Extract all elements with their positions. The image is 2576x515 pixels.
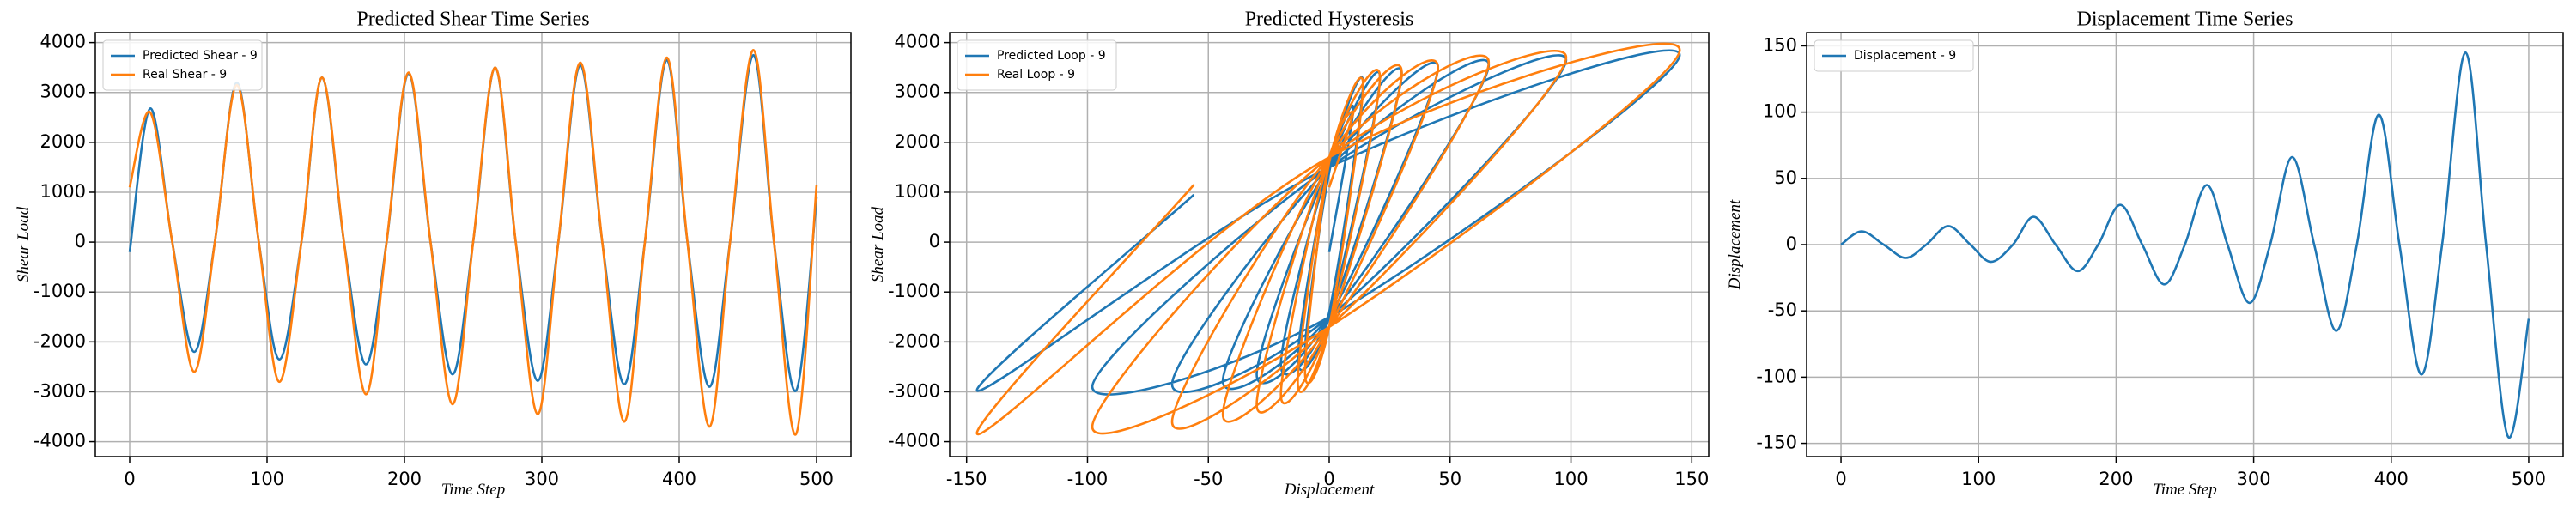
series-line: [128, 49, 818, 436]
x-axis-label: Time Step: [2153, 481, 2216, 499]
legend-label: Predicted Loop - 9: [997, 49, 1106, 63]
legend-box: [102, 39, 263, 91]
y-axis-label: Displacement: [1726, 199, 1744, 290]
y-tick-label: -2000: [888, 330, 940, 351]
series-line: [1840, 51, 2530, 439]
y-tick-label: -4000: [33, 431, 86, 451]
y-tick-label: 3000: [40, 82, 86, 102]
x-tick-label: 0: [1835, 469, 1846, 489]
y-tick-label: -2000: [33, 330, 86, 351]
plot-frame: [949, 32, 1710, 457]
x-tick-label: 500: [2512, 469, 2546, 489]
y-axis-label: Shear Load: [15, 206, 33, 282]
x-tick-label: 100: [1553, 469, 1588, 489]
y-tick-label: 1000: [895, 181, 940, 202]
subplot-title: Displacement Time Series: [2077, 9, 2293, 31]
y-tick-label: 0: [929, 231, 940, 251]
x-tick-label: 400: [662, 469, 696, 489]
y-tick-label: 1000: [40, 181, 86, 202]
x-tick-label: 200: [2099, 469, 2133, 489]
legend-label: Predicted Shear - 9: [143, 49, 258, 63]
x-tick-label: -50: [1194, 469, 1223, 489]
y-tick-label: -3000: [888, 380, 940, 401]
x-tick-label: 50: [1438, 469, 1461, 489]
y-tick-label: 0: [75, 231, 86, 251]
plot-frame: [94, 32, 852, 457]
x-axis-label: Displacement: [1284, 481, 1375, 499]
y-tick-label: 2000: [40, 131, 86, 152]
legend: Displacement - 9: [1814, 39, 1974, 72]
x-tick-label: 300: [525, 469, 559, 489]
x-tick-label: 200: [387, 469, 422, 489]
legend-box: [957, 39, 1117, 91]
x-tick-label: 0: [1323, 469, 1334, 489]
legend-label: Displacement - 9: [1854, 49, 1956, 63]
subplot: Predicted Shear Time Series Time Step Shea…: [15, 9, 852, 499]
legend: Predicted Loop - 9 Real Loop - 9: [957, 39, 1117, 91]
plot-frame: [1806, 32, 2564, 457]
y-tick-label: 100: [1763, 101, 1797, 122]
y-tick-label: 2000: [895, 131, 940, 152]
subplot: Displacement Time Series Time Step Displac…: [1726, 9, 2564, 499]
y-tick-label: -1000: [888, 281, 940, 301]
subplot: Predicted Hysteresis Displacement Shear Lo…: [869, 9, 1710, 499]
y-tick-label: -4000: [888, 431, 940, 451]
y-tick-label: -1000: [33, 281, 86, 301]
y-axis-label: Shear Load: [869, 206, 887, 282]
y-tick-label: 4000: [40, 32, 86, 52]
subplot-title: Predicted Shear Time Series: [356, 9, 589, 31]
x-tick-label: -150: [946, 469, 987, 489]
x-tick-label: 150: [1674, 469, 1709, 489]
y-tick-label: 3000: [895, 82, 940, 102]
legend-label: Real Loop - 9: [997, 68, 1075, 82]
x-tick-label: 400: [2374, 469, 2409, 489]
y-tick-label: -50: [1768, 300, 1797, 320]
y-tick-label: -3000: [33, 380, 86, 401]
x-tick-label: 0: [124, 469, 135, 489]
x-tick-label: 500: [799, 469, 834, 489]
y-tick-label: -100: [1756, 366, 1797, 386]
legend-box: [1814, 39, 1974, 72]
y-tick-label: 4000: [895, 32, 940, 52]
series-line: [975, 49, 1681, 396]
x-tick-label: 100: [250, 469, 284, 489]
series-line: [975, 42, 1681, 436]
legend: Predicted Shear - 9 Real Shear - 9: [102, 39, 263, 91]
y-tick-label: 150: [1763, 34, 1797, 55]
series-line: [128, 53, 818, 392]
x-tick-label: -100: [1067, 469, 1109, 489]
x-tick-label: 300: [2237, 469, 2271, 489]
y-tick-label: -150: [1756, 433, 1797, 453]
legend-label: Real Shear - 9: [143, 68, 227, 82]
y-tick-label: 0: [1786, 233, 1797, 254]
y-tick-label: 50: [1774, 167, 1797, 188]
x-tick-label: 100: [1961, 469, 1996, 489]
x-axis-label: Time Step: [441, 481, 505, 499]
subplot-title: Predicted Hysteresis: [1245, 9, 1414, 31]
